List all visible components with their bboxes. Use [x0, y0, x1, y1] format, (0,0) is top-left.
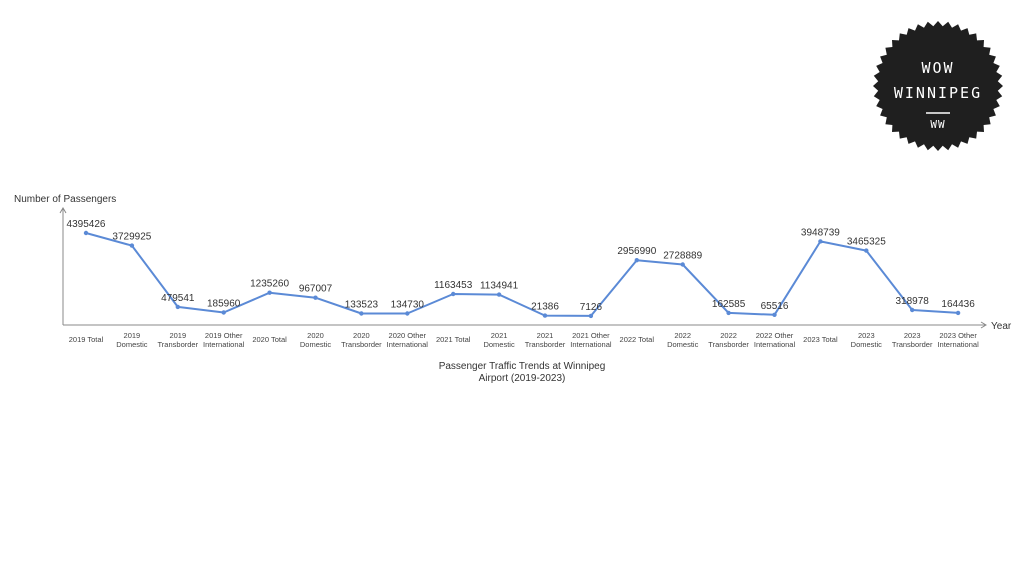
data-point — [129, 243, 135, 248]
data-point — [864, 248, 869, 253]
logo-line2: WINNIPEG — [894, 84, 982, 102]
data-label: 2956990 — [617, 246, 656, 257]
x-tick-label: 2019 Total — [69, 335, 104, 344]
x-tick-label: 2019 Transborder — [158, 331, 199, 349]
x-tick-label: 2022 Domestic — [667, 331, 699, 349]
x-tick-label: 2019 Other International — [203, 331, 245, 349]
wow-winnipeg-logo: WOW WINNIPEG WW — [873, 21, 1003, 151]
x-tick-label: 2021 Domestic — [483, 331, 515, 349]
data-point — [221, 310, 226, 315]
x-tick-label: 2020 Domestic — [300, 331, 332, 349]
data-point — [313, 295, 318, 300]
x-tick-label: 2019 Domestic — [116, 331, 148, 349]
data-point — [910, 307, 915, 313]
data-label: 1163453 — [434, 280, 473, 291]
data-label: 1134941 — [480, 281, 519, 292]
logo-line3: WW — [930, 118, 945, 131]
data-label: 3729925 — [112, 232, 151, 243]
data-label: 7126 — [580, 302, 603, 313]
data-label: 162585 — [712, 299, 746, 310]
data-label: 3465325 — [847, 237, 886, 248]
data-label: 2728889 — [663, 251, 702, 262]
chart-title-line2: Airport (2019-2023) — [479, 373, 566, 384]
data-label: 134730 — [391, 300, 425, 311]
data-point — [451, 291, 456, 297]
x-tick-labels: 2019 Total 2019 Domestic 2019 Transborder201… — [69, 331, 979, 349]
data-label: 1235260 — [250, 279, 289, 290]
x-tick-label: 2023 Transborder — [892, 331, 933, 349]
data-point — [267, 290, 272, 295]
logo-line1: WOW — [921, 59, 954, 77]
x-tick-label: 2020 Transborder — [341, 331, 382, 349]
data-label: 318978 — [896, 296, 930, 307]
data-point — [726, 310, 731, 316]
data-point — [405, 311, 410, 316]
data-label: 164436 — [941, 299, 975, 310]
data-label: 65516 — [761, 301, 789, 312]
data-label: 967007 — [299, 284, 333, 295]
data-label: 4395426 — [67, 219, 106, 230]
data-label: 479541 — [161, 293, 195, 304]
x-tick-label: 2021 Total — [436, 335, 471, 344]
x-tick-label: 2023 Total — [803, 335, 838, 344]
data-point — [818, 239, 823, 244]
series-line — [85, 232, 959, 317]
x-axis-title: Year — [991, 321, 1012, 332]
chart-axes: Number of Passengers Year — [14, 194, 1012, 332]
data-point — [542, 313, 548, 318]
x-tick-label: 2020 Total — [252, 335, 287, 344]
x-tick-label: 2022 Total — [620, 335, 655, 344]
y-axis-title: Number of Passengers — [14, 194, 116, 205]
data-point — [955, 310, 961, 316]
data-point — [496, 292, 502, 297]
data-label: 185960 — [207, 299, 241, 310]
chart-title-line1: Passenger Traffic Trends at Winnipeg — [439, 361, 606, 372]
x-tick-label: 2022 Transborder — [708, 331, 749, 349]
data-points — [83, 230, 961, 319]
data-label: 3948739 — [801, 227, 840, 238]
data-point — [772, 312, 777, 317]
data-point — [588, 313, 594, 319]
logo-badge-shape — [873, 21, 1003, 151]
x-tick-label: 2022 Other International — [754, 331, 796, 349]
data-point — [680, 262, 685, 267]
x-tick-label: 2020 Other International — [387, 331, 429, 349]
data-point — [83, 230, 89, 236]
data-point — [175, 304, 180, 310]
x-tick-label: 2023 Other International — [937, 331, 979, 349]
x-tick-label: 2021 Transborder — [525, 331, 566, 349]
data-point — [634, 258, 639, 263]
data-label: 133523 — [345, 300, 379, 311]
y-axis-arrow-icon — [59, 207, 67, 214]
data-labels: 4395426 3729925 479541 185960 1235260 967007 1… — [67, 219, 976, 313]
data-point — [359, 311, 364, 316]
x-axis-arrow-icon — [980, 321, 987, 329]
x-tick-label: 2023 Domestic — [851, 331, 883, 349]
x-tick-label: 2021 Other International — [570, 331, 612, 349]
data-label: 21386 — [531, 302, 559, 313]
